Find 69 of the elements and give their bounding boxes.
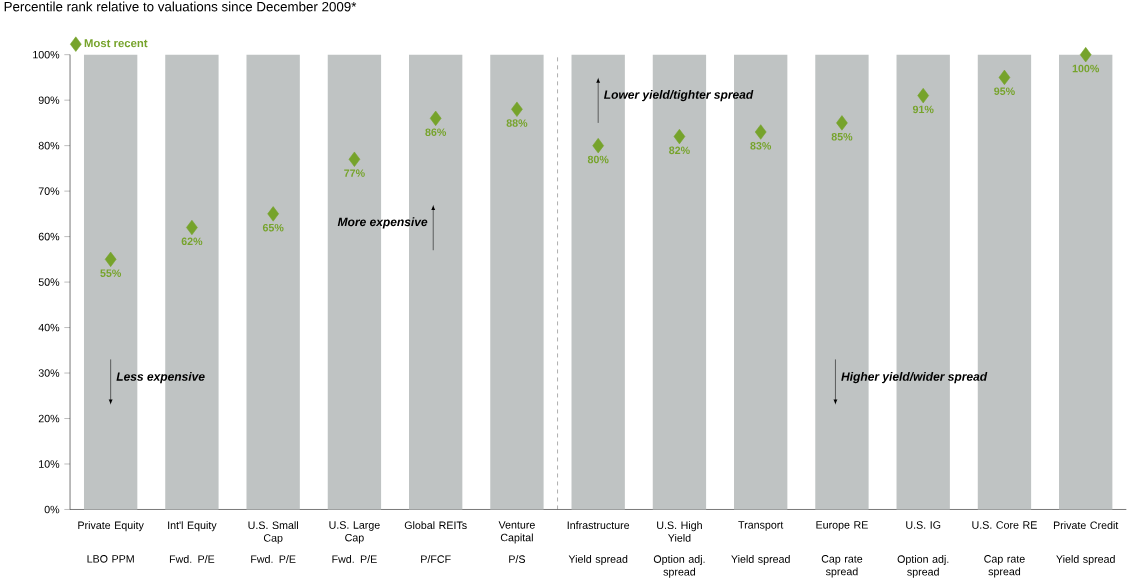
annotation: Lower yield/tighter spread [603, 90, 754, 102]
y-tick-label: 100% [33, 50, 60, 59]
x-tick-label: Venture Capital [498, 521, 535, 544]
text: Yield spread [568, 555, 628, 566]
y-tick-label: 70% [38, 187, 60, 195]
text: Fwd. P/E [332, 555, 377, 563]
data-label: 91% [912, 105, 934, 114]
text: Cap rate spread [821, 555, 863, 578]
annotation: Higher yield/wider spread [841, 372, 988, 384]
text: Option adj. spread [897, 555, 949, 578]
x-tick-label: Europe RE [816, 521, 868, 531]
data-label: 86% [425, 128, 447, 137]
text: Fwd. P/E [251, 555, 296, 563]
x-tick-label: Private Equity [78, 521, 144, 532]
point [673, 129, 686, 145]
text: P/S [509, 555, 526, 563]
data-label: 88% [506, 119, 528, 127]
text: LBO PPM [87, 555, 134, 563]
point [511, 101, 523, 117]
point [754, 124, 767, 140]
data-label: 55% [100, 269, 122, 277]
x-tick-label: U.S. Large Cap [329, 521, 380, 544]
y-tick-label: 30% [38, 369, 60, 377]
data-label: 83% [750, 142, 772, 150]
text: Option adj. spread [653, 555, 705, 578]
point [917, 88, 929, 104]
x-tick-label: Transport [738, 521, 784, 531]
x-tick-label: Int'l Equity [168, 521, 217, 532]
data-label: 82% [669, 146, 690, 155]
x-tick-label: Private Credit [1053, 521, 1119, 530]
annotation: More expensive [337, 217, 428, 229]
data-label: 62% [181, 237, 203, 246]
point [267, 206, 279, 222]
point [104, 251, 117, 268]
point [998, 69, 1011, 86]
data-label: 80% [587, 155, 609, 164]
data-label: 100% [1072, 64, 1100, 73]
y-tick-label: 20% [38, 414, 60, 423]
y-tick-label: 80% [38, 141, 60, 150]
point [348, 151, 361, 167]
chart-title: Percentile rank relative to valuations since December 2009* [4, 1, 357, 12]
annotation: Less expensive [116, 372, 205, 384]
point [429, 110, 442, 127]
y-tick-label: 60% [38, 232, 60, 241]
text: Yield spread [1056, 555, 1115, 566]
text: Yield spread [731, 555, 790, 566]
x-tick-label: U.S. IG [906, 521, 941, 529]
y-tick-label: 40% [38, 323, 60, 332]
x-tick-label: Infrastructure [567, 521, 630, 530]
text: Fwd. P/E [169, 555, 215, 563]
y-tick-label: 10% [39, 460, 60, 468]
text: P/FCF [421, 555, 451, 563]
x-tick-label: U.S. High Yield [657, 521, 702, 542]
x-tick-label: U.S. Core RE [972, 521, 1037, 529]
point [592, 138, 604, 154]
legend-label: Most recent [84, 39, 148, 48]
x-tick-label: Global REITs [404, 521, 467, 530]
data-label: 77% [344, 169, 365, 177]
text: Cap rate spread [984, 555, 1025, 578]
point [1079, 47, 1092, 63]
point [836, 115, 848, 131]
data-label: 65% [262, 223, 284, 232]
x-tick-label: U.S. Small Cap [248, 521, 298, 544]
y-tick-label: 90% [38, 96, 60, 105]
data-label: 95% [994, 87, 1015, 96]
y-tick-label: 50% [38, 278, 60, 286]
data-label: 85% [831, 133, 853, 141]
point [186, 219, 198, 236]
y-tick-label: 0% [44, 505, 60, 514]
